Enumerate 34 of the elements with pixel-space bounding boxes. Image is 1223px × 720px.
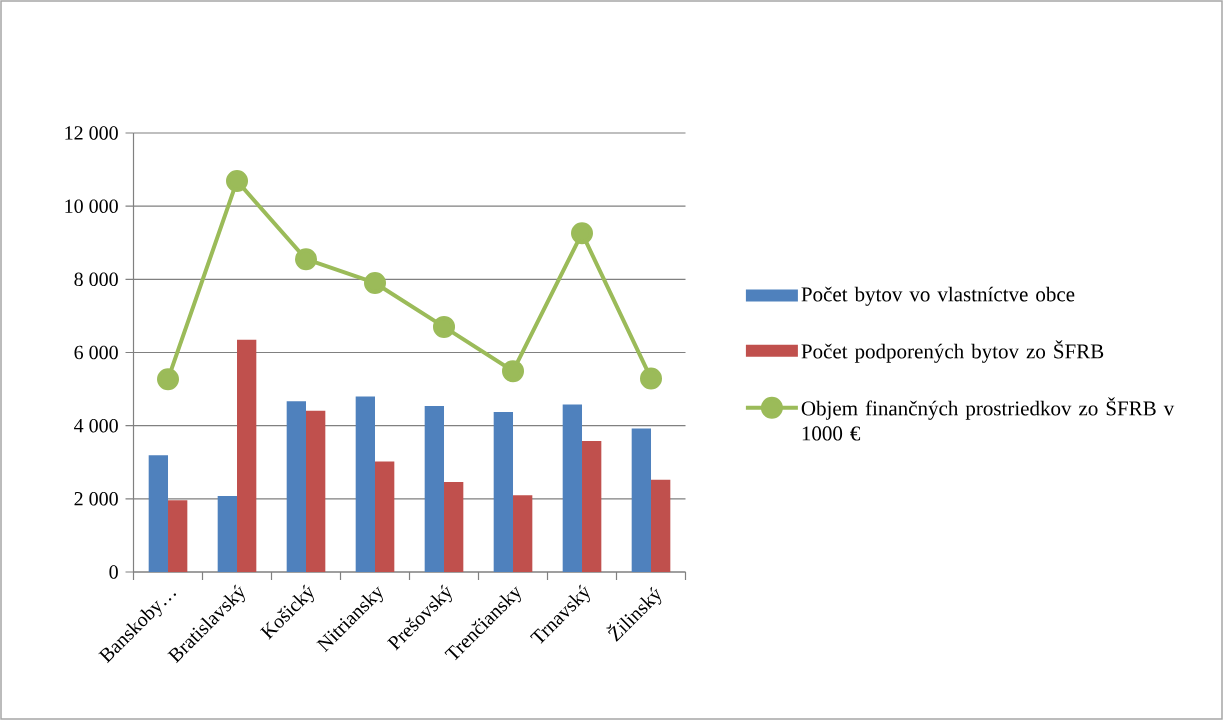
y-tick-label: 2 000 bbox=[74, 492, 118, 506]
bar bbox=[306, 410, 326, 572]
y-tick-label: 6 000 bbox=[74, 345, 118, 360]
legend-label: Počet podporených bytov zo ŠFRB bbox=[801, 340, 1104, 363]
bar bbox=[631, 428, 652, 572]
point bbox=[640, 367, 663, 390]
bar bbox=[286, 401, 307, 572]
legend-label: Počet bytov vo vlastníctve obce bbox=[801, 286, 1075, 306]
point bbox=[433, 315, 456, 338]
point bbox=[226, 169, 249, 192]
y-tick-label: 4 000 bbox=[74, 418, 118, 433]
point bbox=[364, 271, 387, 294]
bar bbox=[168, 500, 188, 572]
y-tick-label: 0 bbox=[109, 565, 118, 579]
y-tick-label: 12 000 bbox=[65, 126, 118, 140]
bar bbox=[493, 412, 514, 572]
bar bbox=[444, 481, 464, 572]
bar bbox=[355, 396, 376, 572]
bar bbox=[562, 404, 583, 572]
legend-label: Objem finančných prostriedkov zo ŠFRB v 1000 € bbox=[801, 397, 1175, 441]
point bbox=[295, 248, 318, 271]
point bbox=[502, 360, 525, 383]
y-tick-label: 8 000 bbox=[74, 272, 118, 287]
point bbox=[157, 368, 180, 391]
bar bbox=[424, 405, 445, 572]
bar bbox=[513, 495, 533, 572]
bar bbox=[651, 479, 671, 572]
bar bbox=[217, 495, 238, 572]
bar bbox=[582, 441, 602, 572]
bar bbox=[237, 339, 257, 572]
point bbox=[571, 222, 594, 245]
y-tick-label: 10 000 bbox=[65, 199, 118, 213]
bar bbox=[375, 461, 395, 572]
bar bbox=[148, 455, 169, 572]
